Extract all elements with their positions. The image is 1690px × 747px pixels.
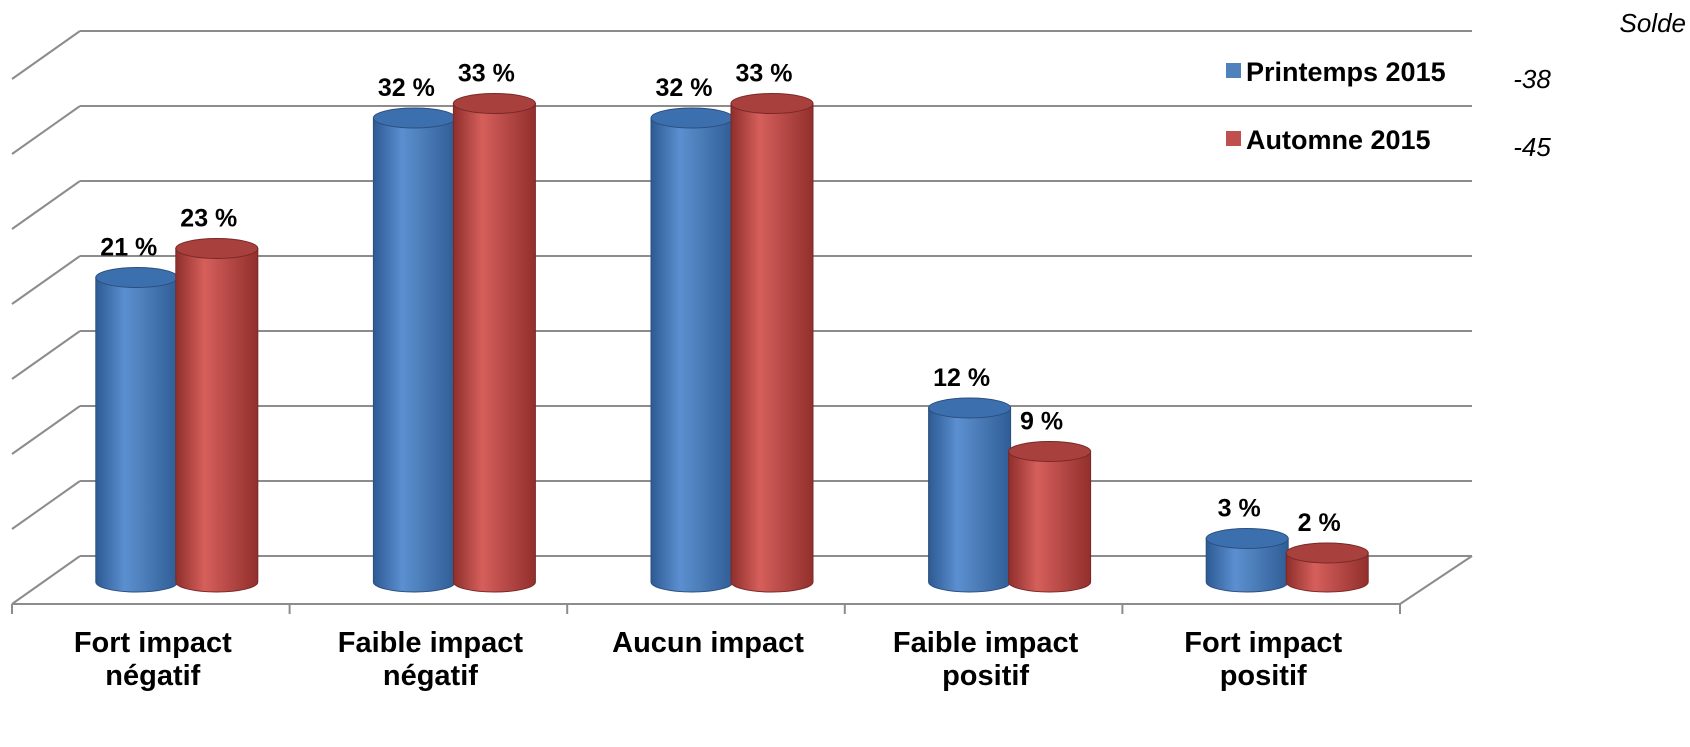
bar-body (175, 248, 259, 593)
bar-body (928, 407, 1012, 593)
category-label: Faible impact (893, 627, 1079, 659)
bar-body (650, 117, 734, 593)
category-label: Aucun impact (612, 627, 804, 659)
category-label: négatif (383, 660, 478, 692)
legend-swatch (1226, 131, 1241, 146)
legend: Printemps 2015 Automne 2015 (1226, 57, 1446, 155)
legend-swatch (1226, 63, 1241, 78)
legend-label: Automne 2015 (1246, 125, 1431, 155)
gridline-depth (11, 405, 81, 455)
solde-header: Solde (1620, 8, 1687, 38)
category-label: Fort impact (74, 627, 232, 659)
solde-value: -45 (1513, 132, 1551, 162)
bar-top (452, 93, 536, 114)
bar-printemps (95, 267, 179, 593)
gridline-depth (11, 180, 81, 230)
category-label: négatif (105, 660, 200, 692)
bar-automne (1008, 441, 1092, 593)
bars (95, 93, 1369, 593)
bar-body (95, 277, 179, 593)
category-label: Fort impact (1184, 627, 1342, 659)
data-label: 12 % (933, 364, 990, 392)
bar-body (372, 117, 456, 593)
data-labels: 21 % 23 % 32 % 33 % 32 % 33 % 12 % 9 % 3 % 2 % (100, 60, 1340, 538)
gridline-depth (11, 30, 81, 80)
bar-top (928, 397, 1012, 419)
data-label: 3 % (1218, 495, 1261, 523)
bar-printemps (372, 107, 456, 593)
data-label: 33 % (736, 60, 793, 88)
bar-body (1285, 552, 1369, 593)
bar-body (730, 103, 814, 593)
bar-printemps (650, 107, 734, 593)
gridline-depth (11, 555, 81, 605)
bar-top (650, 107, 734, 129)
bar-top (1205, 528, 1289, 549)
bar-printemps (928, 397, 1012, 593)
gridline-depth (11, 105, 81, 155)
bar-top (1285, 542, 1369, 564)
data-label: 32 % (378, 74, 435, 102)
bar-automne (452, 93, 536, 593)
category-label: positif (942, 660, 1029, 692)
bar-body (452, 103, 536, 593)
solde-value: -38 (1513, 64, 1551, 94)
gridline-depth (11, 480, 81, 530)
data-label: 33 % (458, 60, 515, 88)
gridline-depth (11, 330, 81, 380)
category-label: positif (1220, 660, 1307, 692)
data-label: 23 % (180, 205, 237, 233)
bar-automne (1285, 542, 1369, 593)
category-label: Faible impact (338, 627, 524, 659)
bar-printemps (1205, 528, 1289, 593)
bar-automne (175, 238, 259, 593)
gridline-depth (11, 255, 81, 305)
bar-top (95, 267, 179, 288)
data-label: 21 % (100, 234, 157, 262)
bar-automne (730, 93, 814, 593)
bar-top (1008, 441, 1092, 462)
bar-body (1008, 451, 1092, 593)
bar-top (730, 93, 814, 114)
floor-edge (1399, 555, 1473, 605)
bar-top (175, 238, 259, 259)
data-label: 32 % (656, 74, 713, 102)
bar-top (372, 107, 456, 129)
data-label: 2 % (1298, 509, 1341, 537)
legend-label: Printemps 2015 (1246, 57, 1446, 87)
solde-column: Solde -38 -45 (1513, 8, 1686, 162)
data-label: 9 % (1020, 408, 1063, 436)
